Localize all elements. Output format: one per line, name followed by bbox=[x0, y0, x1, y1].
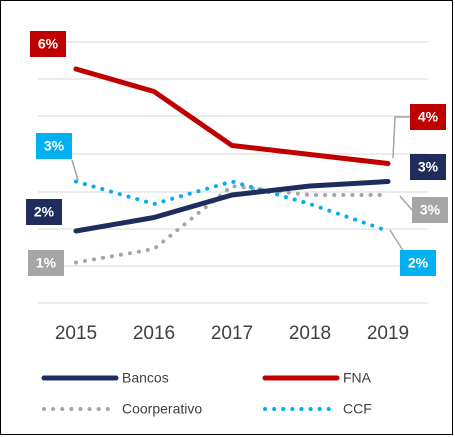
series-line bbox=[74, 184, 390, 265]
leader-line bbox=[389, 229, 405, 253]
leader-line bbox=[392, 116, 410, 159]
data-label-box bbox=[400, 250, 436, 276]
data-label: 2% bbox=[408, 255, 429, 271]
x-tick-label: 2019 bbox=[367, 323, 409, 344]
data-label: 4% bbox=[418, 109, 439, 125]
data-label-box bbox=[410, 104, 446, 130]
leader-line bbox=[399, 195, 413, 211]
data-label: 2% bbox=[34, 204, 55, 220]
data-label: 3% bbox=[420, 202, 441, 218]
data-label-box bbox=[36, 133, 72, 159]
x-tick-label: 2017 bbox=[211, 323, 253, 344]
legend-label: Coorperativo bbox=[122, 401, 202, 417]
data-label: 1% bbox=[36, 255, 57, 271]
data-label-box bbox=[412, 197, 448, 223]
data-label: 3% bbox=[44, 138, 65, 154]
data-label: 6% bbox=[38, 36, 59, 52]
leader-line bbox=[71, 159, 79, 181]
x-tick-label: 2018 bbox=[289, 323, 331, 344]
series-line bbox=[73, 66, 391, 166]
legend-label: CCF bbox=[343, 401, 372, 417]
data-label-box bbox=[28, 250, 64, 276]
data-label-box bbox=[30, 31, 66, 57]
x-tick-label: 2016 bbox=[133, 323, 175, 344]
data-label-box bbox=[26, 199, 62, 225]
data-label-box bbox=[410, 154, 446, 180]
legend-label: FNA bbox=[343, 370, 372, 386]
series-line bbox=[74, 179, 390, 233]
legend-label: Bancos bbox=[122, 370, 169, 386]
x-tick-label: 2015 bbox=[55, 323, 97, 344]
data-label: 3% bbox=[418, 159, 439, 175]
series-line bbox=[73, 179, 391, 234]
